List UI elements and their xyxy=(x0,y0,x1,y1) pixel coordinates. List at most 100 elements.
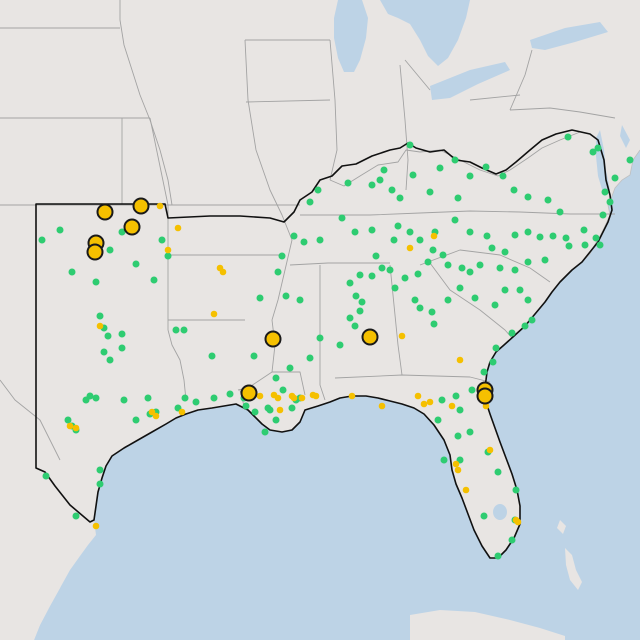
green-map-marker[interactable] xyxy=(64,416,72,424)
green-map-marker[interactable] xyxy=(524,296,532,304)
green-map-marker[interactable] xyxy=(611,174,619,182)
green-map-marker[interactable] xyxy=(118,228,126,236)
green-map-marker[interactable] xyxy=(368,272,376,280)
yellow-map-marker-large[interactable] xyxy=(86,243,104,261)
green-map-marker[interactable] xyxy=(356,307,364,315)
green-map-marker[interactable] xyxy=(488,244,496,252)
green-map-marker[interactable] xyxy=(508,329,516,337)
yellow-map-marker-large[interactable] xyxy=(476,387,494,405)
green-map-marker[interactable] xyxy=(424,258,432,266)
green-map-marker[interactable] xyxy=(192,398,200,406)
green-map-marker[interactable] xyxy=(524,193,532,201)
green-map-marker[interactable] xyxy=(411,296,419,304)
green-map-marker[interactable] xyxy=(466,172,474,180)
green-map-marker[interactable] xyxy=(440,456,448,464)
green-map-marker[interactable] xyxy=(390,236,398,244)
green-map-marker[interactable] xyxy=(250,352,258,360)
green-map-marker[interactable] xyxy=(388,186,396,194)
yellow-map-marker-large[interactable] xyxy=(264,330,282,348)
green-map-marker[interactable] xyxy=(394,222,402,230)
yellow-map-marker-small[interactable] xyxy=(219,268,227,276)
green-map-marker[interactable] xyxy=(480,512,488,520)
green-map-marker[interactable] xyxy=(356,271,364,279)
green-map-marker[interactable] xyxy=(158,236,166,244)
yellow-map-marker-small[interactable] xyxy=(312,392,320,400)
yellow-map-marker-small[interactable] xyxy=(398,332,406,340)
green-map-marker[interactable] xyxy=(601,188,609,196)
green-map-marker[interactable] xyxy=(300,238,308,246)
green-map-marker[interactable] xyxy=(100,348,108,356)
green-map-marker[interactable] xyxy=(380,166,388,174)
yellow-map-marker-small[interactable] xyxy=(148,408,156,416)
yellow-map-marker-small[interactable] xyxy=(256,392,264,400)
green-map-marker[interactable] xyxy=(596,241,604,249)
green-map-marker[interactable] xyxy=(468,386,476,394)
yellow-map-marker-small[interactable] xyxy=(420,400,428,408)
yellow-map-marker-large[interactable] xyxy=(240,384,258,402)
green-map-marker[interactable] xyxy=(536,233,544,241)
green-map-marker[interactable] xyxy=(438,396,446,404)
green-map-marker[interactable] xyxy=(106,356,114,364)
yellow-map-marker-large[interactable] xyxy=(361,328,379,346)
green-map-marker[interactable] xyxy=(592,234,600,242)
green-map-marker[interactable] xyxy=(496,264,504,272)
yellow-map-marker-small[interactable] xyxy=(66,422,74,430)
green-map-marker[interactable] xyxy=(512,486,520,494)
green-map-marker[interactable] xyxy=(120,396,128,404)
yellow-map-marker-small[interactable] xyxy=(164,246,172,254)
green-map-marker[interactable] xyxy=(272,374,280,382)
green-map-marker[interactable] xyxy=(606,198,614,206)
green-map-marker[interactable] xyxy=(288,404,296,412)
green-map-marker[interactable] xyxy=(444,296,452,304)
green-map-marker[interactable] xyxy=(278,252,286,260)
green-map-marker[interactable] xyxy=(256,294,264,302)
green-map-marker[interactable] xyxy=(316,236,324,244)
green-map-marker[interactable] xyxy=(96,480,104,488)
green-map-marker[interactable] xyxy=(466,428,474,436)
green-map-marker[interactable] xyxy=(210,394,218,402)
green-map-marker[interactable] xyxy=(56,226,64,234)
green-map-marker[interactable] xyxy=(428,308,436,316)
green-map-marker[interactable] xyxy=(406,228,414,236)
green-map-marker[interactable] xyxy=(92,394,100,402)
green-map-marker[interactable] xyxy=(451,216,459,224)
green-map-marker[interactable] xyxy=(471,294,479,302)
green-map-marker[interactable] xyxy=(580,226,588,234)
yellow-map-marker-small[interactable] xyxy=(462,486,470,494)
green-map-marker[interactable] xyxy=(118,330,126,338)
green-map-marker[interactable] xyxy=(508,536,516,544)
green-map-marker[interactable] xyxy=(42,472,50,480)
green-map-marker[interactable] xyxy=(414,270,422,278)
green-map-marker[interactable] xyxy=(516,286,524,294)
green-map-marker[interactable] xyxy=(351,322,359,330)
yellow-map-marker-small[interactable] xyxy=(210,310,218,318)
green-map-marker[interactable] xyxy=(296,296,304,304)
yellow-map-marker-small[interactable] xyxy=(426,398,434,406)
green-map-marker[interactable] xyxy=(482,163,490,171)
green-map-marker[interactable] xyxy=(599,211,607,219)
green-map-marker[interactable] xyxy=(452,392,460,400)
green-map-marker[interactable] xyxy=(96,312,104,320)
green-map-marker[interactable] xyxy=(451,156,459,164)
green-map-marker[interactable] xyxy=(480,368,488,376)
yellow-map-marker-small[interactable] xyxy=(178,408,186,416)
green-map-marker[interactable] xyxy=(564,133,572,141)
yellow-map-marker-small[interactable] xyxy=(152,412,160,420)
green-map-marker[interactable] xyxy=(306,198,314,206)
green-map-marker[interactable] xyxy=(351,228,359,236)
green-map-marker[interactable] xyxy=(279,386,287,394)
green-map-marker[interactable] xyxy=(491,301,499,309)
green-map-marker[interactable] xyxy=(436,164,444,172)
yellow-map-marker-small[interactable] xyxy=(456,356,464,364)
green-map-marker[interactable] xyxy=(406,141,414,149)
green-map-marker[interactable] xyxy=(242,402,250,410)
green-map-marker[interactable] xyxy=(358,298,366,306)
yellow-large-markers[interactable] xyxy=(86,197,494,405)
green-map-marker[interactable] xyxy=(38,236,46,244)
yellow-map-marker-small[interactable] xyxy=(448,402,456,410)
green-map-marker[interactable] xyxy=(346,314,354,322)
green-map-marker[interactable] xyxy=(549,232,557,240)
green-map-marker[interactable] xyxy=(316,334,324,342)
